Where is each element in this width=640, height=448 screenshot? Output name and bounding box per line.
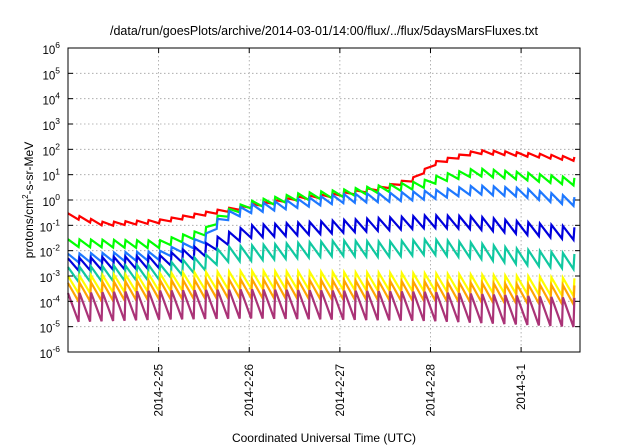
y-tick-label: 104	[42, 91, 60, 108]
y-tick-base: 10	[40, 273, 53, 285]
axis-ticks: 10-610-510-410-310-210-11001011021031041…	[40, 40, 580, 416]
y-tick-exponent: 3	[55, 116, 60, 126]
y-tick-base: 10	[40, 222, 53, 234]
y-tick-exponent: 6	[55, 40, 60, 50]
y-tick-label: 106	[42, 40, 60, 57]
y-axis-label-prefix: protons/cm	[22, 199, 36, 258]
y-tick-label: 101	[42, 167, 60, 184]
x-tick-label: 2014-2-28	[425, 364, 437, 416]
y-axis-label-superscript: 2	[21, 194, 30, 199]
y-tick-exponent: -2	[52, 243, 60, 253]
x-axis-label: Coordinated Universal Time (UTC)	[232, 431, 416, 445]
y-tick-label: 10-6	[40, 344, 61, 361]
series-line-8	[66, 288, 576, 328]
y-tick-exponent: 1	[55, 167, 60, 177]
y-tick-base: 10	[42, 146, 55, 158]
y-tick-exponent: 4	[55, 91, 60, 101]
y-tick-base: 10	[42, 70, 55, 82]
series-line-4	[67, 212, 576, 274]
y-tick-exponent: -3	[52, 268, 60, 278]
y-tick-exponent: -4	[52, 293, 60, 303]
y-tick-label: 10-1	[40, 217, 61, 234]
y-tick-exponent: 2	[55, 141, 60, 151]
y-tick-label: 10-4	[40, 293, 61, 310]
chart-title: /data/run/goesPlots/archive/2014-03-01/1…	[110, 24, 539, 38]
y-tick-label: 10-2	[40, 243, 61, 260]
y-tick-label: 105	[42, 65, 60, 82]
y-tick-base: 10	[42, 121, 55, 133]
series-line-3	[67, 183, 576, 265]
y-tick-exponent: -5	[52, 319, 60, 329]
x-tick-label: 2014-3-1	[516, 364, 528, 410]
series-line-1	[67, 148, 576, 228]
y-axis-label-suffix: -s-sr-MeV	[22, 142, 36, 195]
y-tick-base: 10	[42, 197, 55, 209]
y-tick-label: 10-5	[40, 319, 61, 336]
y-tick-base: 10	[42, 172, 55, 184]
y-tick-base: 10	[40, 324, 53, 336]
y-tick-exponent: -6	[52, 344, 60, 354]
y-tick-base: 10	[42, 45, 55, 57]
y-axis-label: protons/cm2-s-sr-MeV	[21, 142, 36, 258]
y-tick-exponent: 5	[55, 65, 60, 75]
y-tick-label: 102	[42, 141, 60, 158]
y-tick-base: 10	[40, 248, 53, 260]
y-tick-exponent: -1	[52, 217, 60, 227]
y-tick-label: 100	[42, 192, 60, 209]
y-tick-label: 103	[42, 116, 60, 133]
series-line-5	[67, 236, 576, 286]
y-tick-base: 10	[40, 298, 53, 310]
x-tick-label: 2014-2-27	[335, 364, 347, 416]
y-tick-base: 10	[40, 349, 53, 361]
x-tick-label: 2014-2-25	[154, 364, 166, 416]
y-tick-label: 10-3	[40, 268, 61, 285]
y-tick-base: 10	[42, 96, 55, 108]
grid	[68, 48, 580, 352]
series-group	[66, 148, 576, 328]
series-line-2	[67, 166, 576, 250]
y-tick-exponent: 0	[55, 192, 60, 202]
x-tick-label: 2014-2-26	[244, 364, 256, 416]
